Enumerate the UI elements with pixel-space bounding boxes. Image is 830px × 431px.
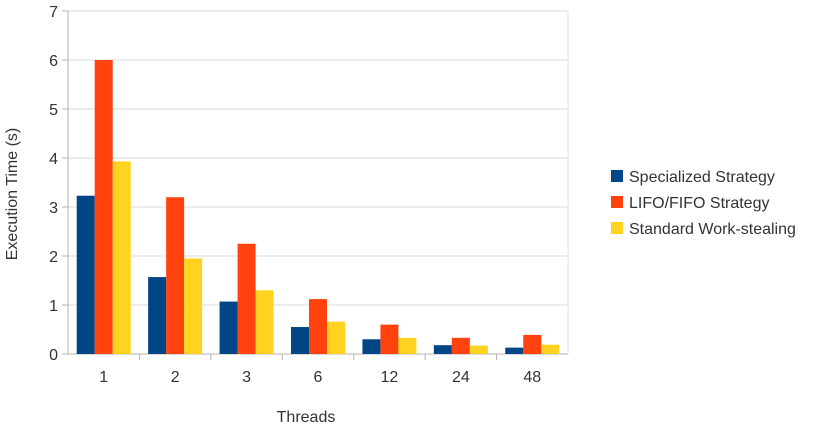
x-tick-label: 2 bbox=[171, 369, 180, 386]
bar bbox=[76, 195, 95, 354]
x-axis-title: Threads bbox=[277, 409, 336, 426]
y-axis-title: Execution Time (s) bbox=[4, 128, 21, 260]
bar bbox=[469, 345, 488, 354]
bar bbox=[184, 258, 203, 354]
bar bbox=[309, 299, 327, 354]
x-tick-label: 24 bbox=[452, 369, 470, 386]
y-tick-label: 5 bbox=[49, 102, 58, 119]
x-tick-label: 12 bbox=[381, 369, 399, 386]
bar bbox=[362, 339, 381, 354]
legend-label: Standard Work-stealing bbox=[629, 221, 796, 238]
bar bbox=[327, 321, 345, 354]
bar bbox=[237, 243, 256, 354]
legend-swatch bbox=[611, 196, 623, 208]
bar bbox=[380, 324, 399, 354]
bar bbox=[291, 327, 309, 354]
bars bbox=[76, 60, 560, 354]
bar bbox=[148, 277, 167, 354]
y-tick-label: 7 bbox=[49, 4, 58, 21]
y-tick-label: 4 bbox=[49, 151, 58, 168]
bar bbox=[451, 337, 470, 354]
y-tick-label: 0 bbox=[49, 347, 58, 364]
legend-swatch bbox=[611, 170, 623, 182]
y-tick-label: 2 bbox=[49, 249, 58, 266]
bar bbox=[219, 301, 238, 354]
bar bbox=[433, 345, 452, 354]
bar bbox=[112, 161, 131, 354]
bar bbox=[166, 197, 185, 354]
legend-swatch bbox=[611, 222, 623, 234]
bar bbox=[255, 290, 274, 354]
gridlines bbox=[68, 10, 569, 354]
y-tick-label: 6 bbox=[49, 53, 58, 70]
y-tick-label: 1 bbox=[49, 298, 58, 315]
bar bbox=[94, 60, 113, 354]
x-tick-label: 3 bbox=[242, 369, 251, 386]
bar bbox=[398, 337, 417, 354]
legend: Specialized Strategy LIFO/FIFO Strategy St… bbox=[611, 169, 796, 238]
bar bbox=[523, 334, 542, 354]
x-tick-label: 48 bbox=[523, 369, 541, 386]
x-tick-label: 6 bbox=[314, 369, 323, 386]
legend-label: LIFO/FIFO Strategy bbox=[629, 195, 769, 212]
legend-label: Specialized Strategy bbox=[629, 169, 775, 186]
bar bbox=[541, 344, 560, 354]
bar bbox=[505, 347, 524, 354]
y-tick-label: 3 bbox=[49, 200, 58, 217]
x-tick-label: 1 bbox=[99, 369, 108, 386]
